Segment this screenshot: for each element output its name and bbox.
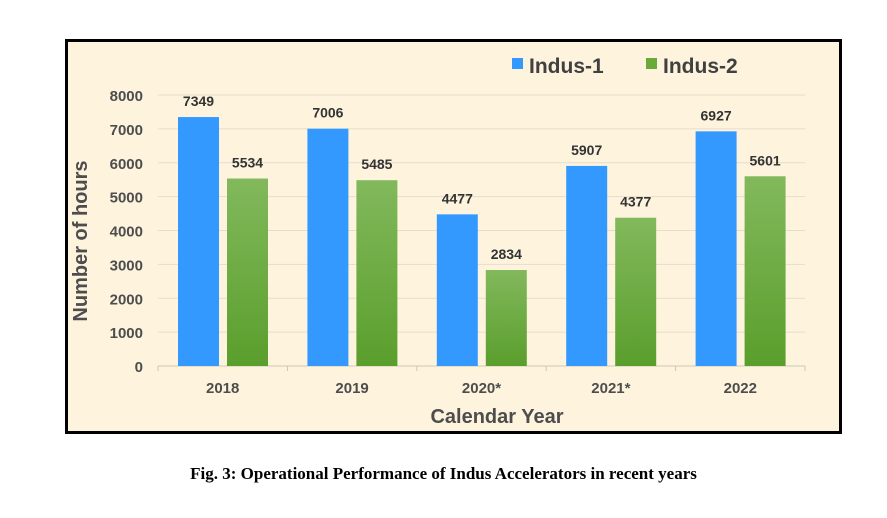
data-label: 4477 <box>442 190 473 206</box>
x-tick-label: 2021* <box>591 380 630 397</box>
y-tick-label: 5000 <box>110 190 143 207</box>
y-tick-label: 3000 <box>110 257 143 274</box>
bar-indus-2-2022 <box>744 176 786 366</box>
x-tick-label: 2020* <box>462 380 501 397</box>
bar-indus-2-2020 <box>485 269 527 366</box>
bar-indus-1-2020 <box>436 214 478 366</box>
data-label: 4377 <box>620 194 651 210</box>
y-tick-label: 1000 <box>110 325 143 342</box>
data-label: 2834 <box>491 246 522 262</box>
bar-indus-1-2019 <box>307 128 349 366</box>
legend-swatch-indus-2 <box>646 58 657 69</box>
bar-indus-2-2021 <box>615 217 657 366</box>
y-tick-label: 7000 <box>110 122 143 139</box>
y-tick-label: 8000 <box>110 88 143 105</box>
legend-label-indus-1: Indus-1 <box>529 55 604 78</box>
data-label: 6927 <box>701 107 732 123</box>
figure-caption: Fig. 3: Operational Performance of Indus… <box>190 464 697 483</box>
legend-label-indus-2: Indus-2 <box>663 55 738 78</box>
x-tick-label: 2022 <box>724 380 757 397</box>
data-label: 7006 <box>312 105 343 121</box>
y-tick-label: 2000 <box>110 291 143 308</box>
data-label: 7349 <box>183 93 214 109</box>
bar-indus-2-2018 <box>227 178 268 366</box>
x-axis-label: Calendar Year <box>430 406 563 428</box>
data-label: 5534 <box>232 155 263 171</box>
bar-indus-1-2018 <box>178 117 219 366</box>
bar-indus-2-2019 <box>356 180 398 366</box>
y-tick-label: 6000 <box>110 156 143 173</box>
y-tick-label: 4000 <box>110 224 143 241</box>
legend-swatch-indus-1 <box>512 58 523 69</box>
y-tick-label: 0 <box>135 359 143 376</box>
data-label: 5485 <box>361 156 392 172</box>
bar-indus-1-2022 <box>695 131 737 366</box>
x-tick-label: 2018 <box>206 380 239 397</box>
bar-indus-1-2021 <box>566 165 608 366</box>
data-label: 5907 <box>571 142 602 158</box>
y-axis-label: Number of hours <box>70 160 92 321</box>
legend: Indus-1 Indus-2 <box>512 55 738 78</box>
x-tick-label: 2019 <box>335 380 368 397</box>
data-label: 5601 <box>750 152 781 168</box>
